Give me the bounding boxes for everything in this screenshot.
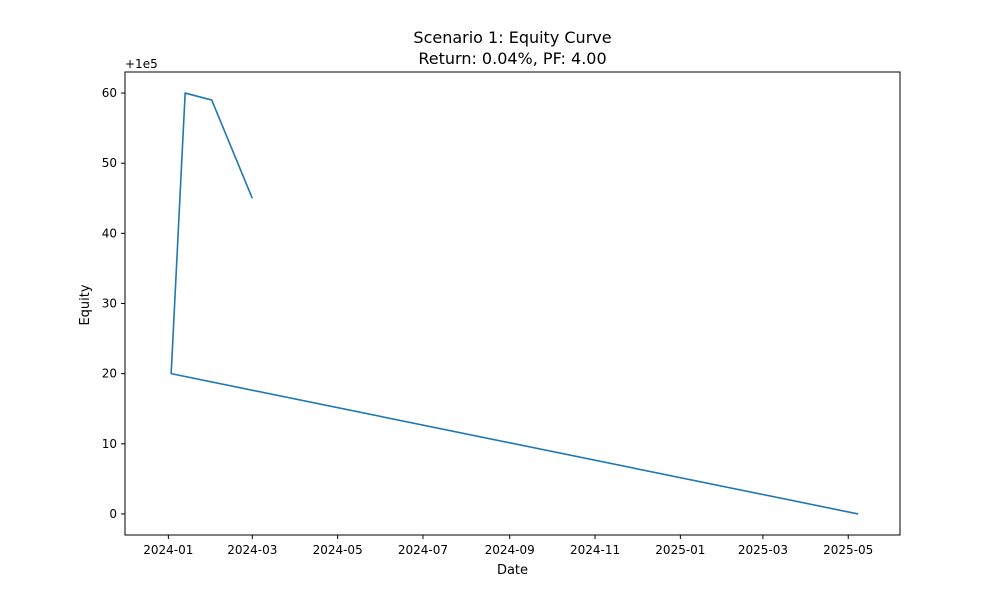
x-tick-label: 2024-03 [227, 543, 277, 557]
y-tick-label: 20 [102, 367, 117, 381]
chart-subtitle: Return: 0.04%, PF: 4.00 [418, 49, 606, 68]
y-axis: 0 10 20 30 40 50 60 [102, 86, 125, 521]
x-tick-label: 2024-09 [485, 543, 535, 557]
chart-title: Scenario 1: Equity Curve [413, 28, 611, 47]
y-tick-label: 0 [109, 507, 117, 521]
x-tick-label: 2024-05 [313, 543, 363, 557]
x-tick-label: 2025-03 [738, 543, 788, 557]
x-tick-label: 2025-01 [655, 543, 705, 557]
y-tick-label: 40 [102, 226, 117, 240]
y-axis-label: Equity [78, 284, 93, 325]
y-tick-label: 10 [102, 437, 117, 451]
x-tick-label: 2024-07 [398, 543, 448, 557]
y-tick-label: 50 [102, 156, 117, 170]
plot-area [124, 71, 901, 536]
x-axis-label: Date [497, 563, 528, 578]
x-tick-label: 2024-11 [570, 543, 620, 557]
x-axis: 2024-01 2024-03 2024-05 2024-07 2024-09 2024-… [143, 535, 873, 557]
x-tick-label: 2025-05 [823, 543, 873, 557]
y-tick-label: 30 [102, 297, 117, 311]
plot-frame [124, 71, 901, 536]
equity-line-series-0 [170, 92, 859, 515]
y-offset-label: +1e5 [125, 57, 158, 71]
y-tick-label: 60 [102, 86, 117, 100]
x-tick-label: 2024-01 [143, 543, 193, 557]
